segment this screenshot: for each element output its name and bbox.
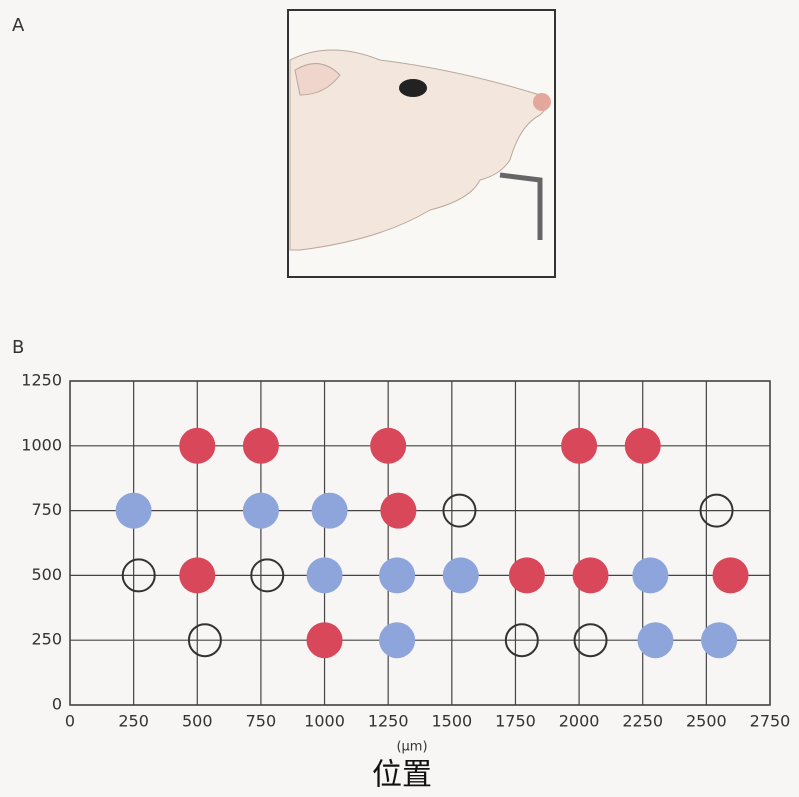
filled-point xyxy=(379,557,415,593)
filled-point xyxy=(307,622,343,658)
x-tick-label: 0 xyxy=(65,712,75,731)
filled-point xyxy=(443,557,479,593)
x-tick-label: 250 xyxy=(118,712,149,731)
filled-point xyxy=(573,557,609,593)
y-tick-label: 250 xyxy=(31,630,62,649)
filled-point xyxy=(179,428,215,464)
filled-point xyxy=(713,557,749,593)
x-tick-label: 2750 xyxy=(750,712,791,731)
filled-point xyxy=(379,622,415,658)
filled-point xyxy=(179,557,215,593)
x-tick-label: 2500 xyxy=(686,712,727,731)
x-tick-label: 1500 xyxy=(431,712,472,731)
panel-label: A xyxy=(12,15,25,36)
x-tick-label: 750 xyxy=(246,712,277,731)
filled-point xyxy=(701,622,737,658)
x-tick-label: 1750 xyxy=(495,712,536,731)
y-tick-label: 500 xyxy=(31,565,62,584)
rat-illustration xyxy=(288,10,555,277)
caption: 位置 xyxy=(372,758,432,793)
filled-point xyxy=(561,428,597,464)
panel-label: B xyxy=(12,337,24,358)
filled-point xyxy=(307,557,343,593)
x-tick-label: 500 xyxy=(182,712,213,731)
x-tick-label: 1250 xyxy=(368,712,409,731)
filled-point xyxy=(625,428,661,464)
figure: A B 位置 0 250 500 750 1000 1250 0 250 500 750 1000 1… xyxy=(0,0,799,797)
page: A B 位置 0 250 500 750 1000 1250 0 250 500 750 1000 1… xyxy=(0,0,799,797)
y-tick-label: 1250 xyxy=(21,371,62,390)
x-tick-label: 1000 xyxy=(304,712,345,731)
filled-point xyxy=(380,493,416,529)
y-tick-label: 750 xyxy=(31,500,62,519)
y-tick-label: 0 xyxy=(52,695,62,714)
x-axis-label: (μm) xyxy=(396,740,427,755)
filled-point xyxy=(243,493,279,529)
filled-point xyxy=(637,622,673,658)
x-tick-label: 2000 xyxy=(559,712,600,731)
filled-point xyxy=(116,493,152,529)
filled-point xyxy=(632,557,668,593)
y-tick-label: 1000 xyxy=(21,435,62,454)
filled-point xyxy=(312,493,348,529)
filled-point xyxy=(243,428,279,464)
x-tick-label: 2250 xyxy=(622,712,663,731)
filled-point xyxy=(370,428,406,464)
filled-point xyxy=(509,557,545,593)
